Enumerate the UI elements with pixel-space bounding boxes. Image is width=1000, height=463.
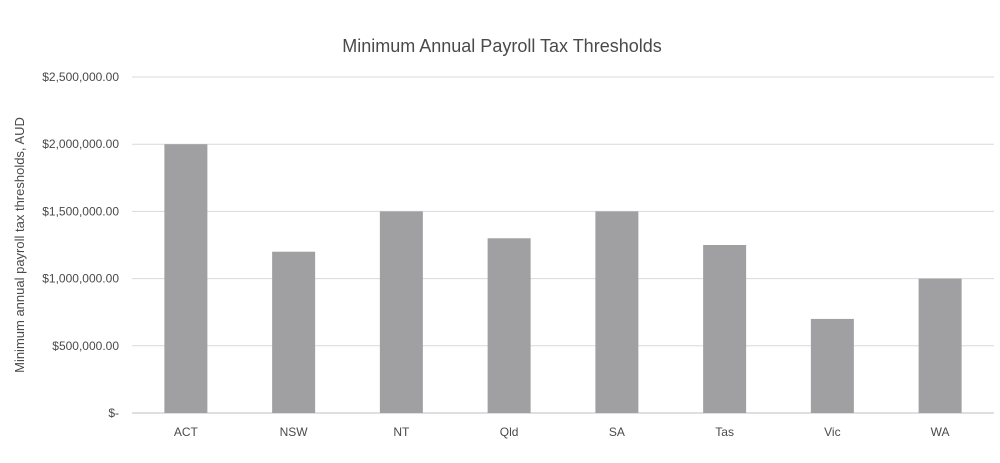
y-axis-ticks: $- $500,000.00 $1,000,000.00 $1,500,000.00 $… — [42, 70, 119, 420]
chart-title: Minimum Annual Payroll Tax Thresholds — [342, 36, 661, 56]
x-tick-label: Vic — [824, 425, 840, 439]
gridlines — [132, 76, 994, 414]
y-tick-label: $1,500,000.00 — [42, 204, 119, 218]
bar-nt — [379, 211, 423, 413]
bar-nsw — [272, 251, 316, 413]
bar-act — [164, 144, 208, 413]
bar-qld — [487, 238, 531, 413]
bar-tas — [703, 245, 747, 413]
x-tick-label: NT — [393, 425, 410, 439]
x-tick-label: ACT — [174, 425, 199, 439]
bar-vic — [810, 318, 854, 413]
y-tick-label: $1,000,000.00 — [42, 272, 119, 286]
x-tick-label: SA — [609, 425, 625, 439]
x-axis-ticks: ACT NSW NT Qld SA Tas Vic WA — [174, 425, 950, 439]
y-tick-label: $- — [108, 406, 119, 420]
bars — [164, 144, 962, 413]
x-tick-label: NSW — [280, 425, 309, 439]
y-tick-label: $500,000.00 — [52, 339, 119, 353]
y-tick-label: $2,500,000.00 — [42, 70, 119, 84]
x-tick-label: WA — [931, 425, 950, 439]
y-axis-label: Minimum annual payroll tax thresholds, A… — [12, 117, 27, 373]
x-tick-label: Qld — [500, 425, 519, 439]
bar-wa — [918, 278, 962, 413]
y-tick-label: $2,000,000.00 — [42, 137, 119, 151]
x-tick-label: Tas — [715, 425, 734, 439]
bar-sa — [595, 211, 639, 413]
